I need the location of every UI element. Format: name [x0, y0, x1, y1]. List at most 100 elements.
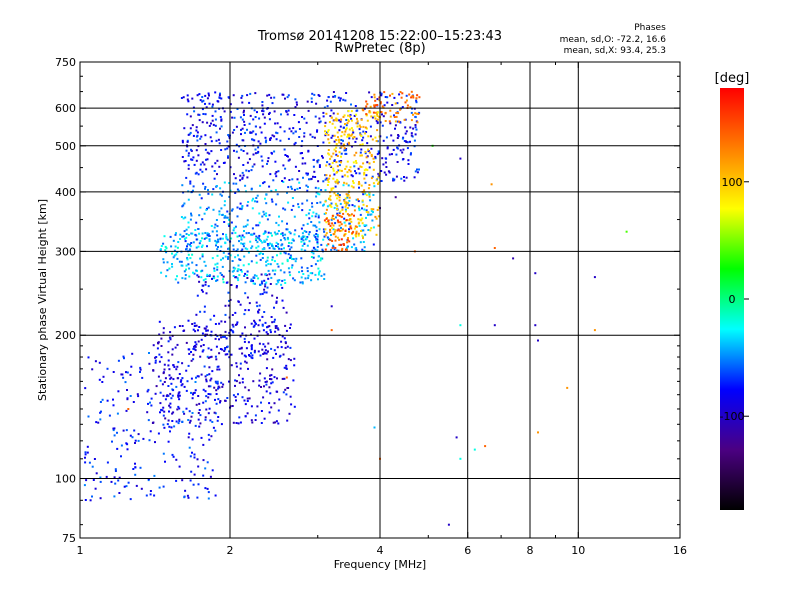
data-point: [172, 256, 175, 259]
data-point: [303, 135, 306, 138]
data-point: [363, 173, 366, 176]
data-point: [191, 261, 194, 264]
data-point: [247, 232, 250, 234]
data-point: [227, 155, 229, 158]
data-point: [293, 143, 296, 146]
data-point: [167, 394, 170, 397]
data-point: [345, 92, 348, 94]
data-point: [361, 217, 364, 220]
data-point: [284, 167, 287, 170]
data-point: [223, 216, 226, 219]
data-point: [148, 352, 150, 354]
data-point: [293, 279, 296, 282]
data-point: [152, 344, 155, 347]
data-point: [246, 219, 249, 222]
data-point: [206, 151, 209, 154]
data-point: [399, 108, 402, 111]
data-point: [285, 393, 288, 396]
data-point: [287, 109, 290, 112]
data-point: [326, 178, 329, 181]
data-point: [377, 176, 380, 179]
data-point: [347, 141, 350, 144]
data-point: [254, 125, 257, 128]
data-point: [389, 122, 392, 125]
data-point: [95, 472, 98, 475]
data-point: [137, 395, 140, 398]
data-point: [189, 127, 192, 130]
data-point: [286, 113, 289, 116]
data-point: [228, 224, 231, 227]
data-point: [345, 152, 348, 155]
data-point: [285, 329, 288, 332]
data-point: [368, 91, 371, 94]
data-point: [246, 270, 249, 273]
data-point: [147, 402, 149, 405]
data-point: [327, 238, 330, 241]
data-point: [204, 418, 207, 421]
data-point: [113, 476, 116, 479]
data-point: [330, 189, 333, 191]
data-point: [347, 118, 350, 121]
data-point: [239, 367, 242, 370]
data-point: [268, 185, 271, 188]
data-point: [186, 257, 189, 260]
data-point: [284, 342, 287, 345]
data-point: [198, 119, 201, 122]
data-point: [332, 244, 335, 247]
data-point: [359, 126, 362, 128]
data-point: [303, 235, 306, 238]
data-point: [190, 242, 193, 244]
data-point: [270, 276, 273, 279]
data-point: [342, 184, 345, 187]
data-point: [301, 162, 304, 165]
data-point: [353, 114, 356, 117]
data-point: [324, 125, 327, 128]
data-point: [221, 237, 224, 240]
data-point: [273, 260, 276, 263]
data-point: [329, 228, 332, 231]
data-point: [364, 126, 367, 129]
data-point: [537, 431, 539, 434]
data-point: [273, 247, 276, 250]
data-point: [345, 182, 348, 185]
data-point: [374, 157, 377, 160]
data-point: [243, 255, 246, 258]
data-point: [317, 180, 320, 183]
data-point: [373, 96, 376, 99]
data-point: [239, 362, 242, 365]
data-point: [169, 235, 172, 238]
data-point: [179, 380, 182, 383]
data-point: [262, 233, 265, 235]
data-point: [301, 152, 303, 154]
data-point: [306, 199, 309, 202]
data-point: [392, 139, 395, 142]
data-point: [154, 359, 157, 362]
data-point: [277, 328, 280, 331]
data-point: [157, 341, 160, 344]
data-point: [369, 229, 372, 232]
data-point: [222, 281, 225, 284]
data-point: [278, 215, 280, 218]
data-point: [230, 221, 233, 224]
data-point: [418, 168, 420, 171]
data-point: [346, 196, 349, 199]
data-point: [274, 327, 277, 329]
data-point: [284, 238, 287, 241]
data-point: [227, 257, 229, 260]
data-point: [266, 326, 268, 329]
data-point: [355, 248, 358, 251]
data-point: [205, 395, 208, 398]
data-point: [208, 102, 211, 105]
data-point: [235, 365, 238, 368]
data-point: [512, 257, 515, 260]
data-point: [332, 233, 335, 236]
data-point: [275, 171, 278, 173]
data-point: [400, 96, 403, 99]
data-point: [218, 107, 221, 110]
data-point: [348, 228, 350, 231]
data-point: [394, 120, 397, 123]
data-point: [355, 113, 358, 116]
data-point: [307, 233, 310, 236]
data-point: [364, 181, 367, 184]
